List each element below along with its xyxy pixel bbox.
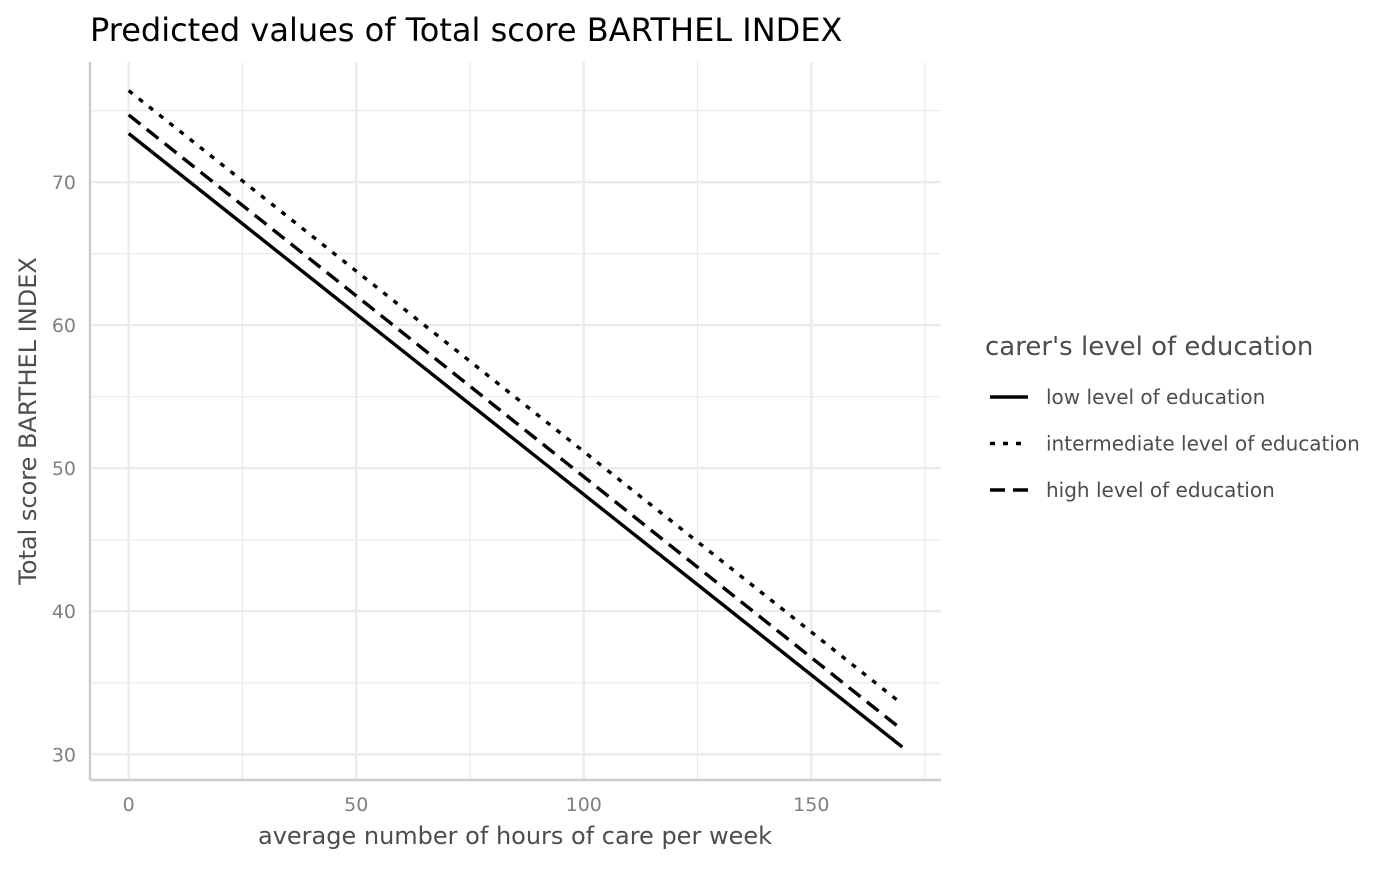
legend-item: low level of education: [990, 385, 1265, 409]
grid-layer: [90, 62, 941, 780]
x-tick-label: 50: [344, 794, 368, 816]
legend-label: low level of education: [1046, 385, 1265, 409]
x-tick-label: 0: [123, 794, 135, 816]
x-tick-label: 150: [793, 794, 829, 816]
y-tick-label: 30: [52, 744, 76, 766]
legend-items: low level of education intermediate level…: [990, 385, 1360, 502]
y-tick-label: 50: [52, 458, 76, 480]
x-axis-title: average number of hours of care per week: [258, 822, 772, 850]
y-tick-label: 70: [52, 172, 76, 194]
chart-title: Predicted values of Total score BARTHEL …: [90, 11, 842, 49]
axis-layer: [88, 62, 941, 782]
y-axis-title: Total score BARTHEL INDEX: [14, 257, 42, 586]
legend: carer's level of education low level of …: [985, 332, 1360, 502]
legend-item: high level of education: [990, 478, 1275, 502]
x-tick-label: 100: [566, 794, 602, 816]
legend-label: intermediate level of education: [1046, 432, 1360, 456]
series-line-dotted: [127, 89, 904, 706]
legend-title: carer's level of education: [985, 332, 1313, 362]
legend-item: intermediate level of education: [990, 432, 1360, 456]
y-tick-label: 60: [52, 315, 76, 337]
legend-label: high level of education: [1046, 478, 1275, 502]
tick-layer: 0 50 100 150 30 40 50 60 70: [52, 172, 830, 816]
y-tick-label: 40: [52, 601, 76, 623]
series-line-solid: [127, 132, 904, 749]
series-line-dashed: [127, 113, 904, 732]
series-layer: [127, 89, 904, 749]
